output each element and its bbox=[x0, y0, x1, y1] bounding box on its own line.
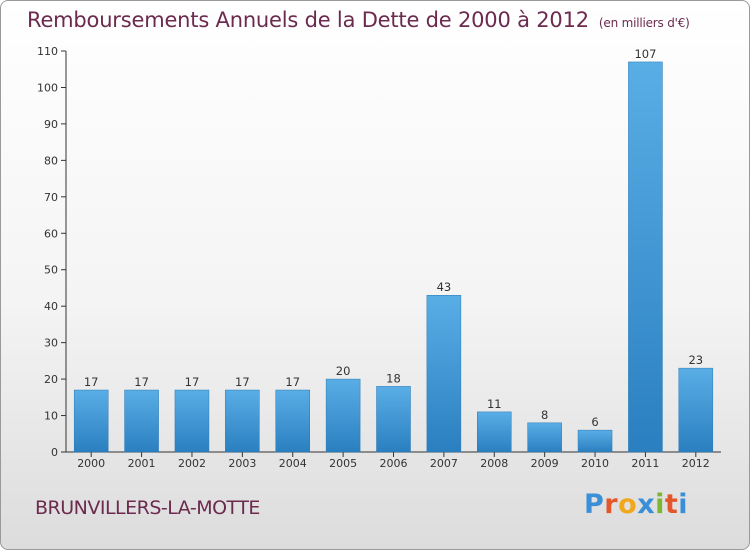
bar-2005 bbox=[325, 378, 361, 453]
bar-value-label: 17 bbox=[285, 375, 300, 389]
x-tick-label: 2000 bbox=[77, 457, 105, 470]
bar-2008 bbox=[477, 411, 512, 453]
bar-2003 bbox=[225, 389, 260, 453]
x-tick-label: 2001 bbox=[128, 457, 156, 470]
bar-value-label: 6 bbox=[591, 415, 598, 429]
chart-bars: 17 17 17 17 17 20 18 43 11 8 6 107 23 bbox=[73, 47, 714, 453]
x-tick-label: 2012 bbox=[682, 457, 710, 470]
y-tick-label: 110 bbox=[37, 45, 58, 58]
y-tick-label: 40 bbox=[44, 300, 58, 313]
logo-letter: P bbox=[584, 489, 605, 520]
bar-2011 bbox=[628, 61, 663, 453]
bar-value-label: 18 bbox=[386, 371, 401, 385]
bar-value-label: 17 bbox=[185, 375, 200, 389]
y-tick-label: 10 bbox=[44, 410, 58, 423]
x-tick-label: 2006 bbox=[380, 457, 408, 470]
bar-2004 bbox=[275, 389, 310, 453]
bar-value-label: 23 bbox=[688, 353, 703, 367]
bar-value-label: 20 bbox=[336, 364, 351, 378]
bar-2006 bbox=[376, 386, 411, 453]
x-tick-label: 2003 bbox=[228, 457, 256, 470]
logo-letter: o bbox=[618, 489, 638, 520]
bar-value-label: 107 bbox=[634, 47, 656, 61]
chart-title-unit: (en milliers d'€) bbox=[598, 16, 690, 30]
logo-letter: r bbox=[604, 489, 619, 520]
y-tick-label: 100 bbox=[37, 81, 58, 94]
x-tick-label: 2004 bbox=[279, 457, 307, 470]
chart-title-text: Remboursements Annuels de la Dette de 20… bbox=[27, 8, 589, 32]
y-tick-label: 70 bbox=[44, 191, 58, 204]
commune-name: BRUNVILLERS-LA-MOTTE bbox=[35, 497, 260, 519]
bar-2012 bbox=[678, 367, 714, 453]
proxiti-logo: Proxiti bbox=[584, 489, 688, 520]
y-tick-label: 80 bbox=[44, 154, 58, 167]
y-tick-label: 60 bbox=[44, 227, 58, 240]
bar-value-label: 17 bbox=[235, 375, 250, 389]
bar-2007 bbox=[426, 294, 462, 453]
x-tick-label: 2005 bbox=[329, 457, 357, 470]
y-tick-label: 0 bbox=[51, 446, 58, 459]
logo-letter: x bbox=[637, 489, 656, 520]
bar-value-label: 17 bbox=[134, 375, 149, 389]
x-tick-label: 2007 bbox=[430, 457, 458, 470]
logo-letter: t bbox=[664, 489, 679, 520]
bar-2010 bbox=[577, 429, 613, 453]
x-tick-label: 2010 bbox=[581, 457, 609, 470]
logo-letter: i bbox=[678, 489, 689, 520]
y-tick-label: 90 bbox=[44, 118, 58, 131]
y-tick-label: 30 bbox=[44, 337, 58, 350]
bar-2000 bbox=[73, 389, 109, 453]
bar-2009 bbox=[527, 422, 562, 453]
x-tick-label: 2002 bbox=[178, 457, 206, 470]
bar-value-label: 43 bbox=[437, 280, 452, 294]
chart-axes: 0 10 20 30 40 50 60 70 80 90 100 110 2000 2001 2002 200… bbox=[37, 45, 721, 470]
bar-2001 bbox=[124, 389, 159, 453]
chart-title: Remboursements Annuels de la Dette de 20… bbox=[27, 8, 690, 32]
x-tick-label: 2011 bbox=[631, 457, 659, 470]
y-tick-label: 50 bbox=[44, 264, 58, 277]
bar-value-label: 11 bbox=[487, 397, 502, 411]
bar-2002 bbox=[174, 389, 210, 453]
logo-letter: i bbox=[655, 489, 665, 520]
x-tick-label: 2009 bbox=[531, 457, 559, 470]
x-tick-label: 2008 bbox=[480, 457, 508, 470]
bar-value-label: 17 bbox=[84, 375, 99, 389]
bar-value-label: 8 bbox=[541, 408, 548, 422]
y-tick-label: 20 bbox=[44, 373, 58, 386]
